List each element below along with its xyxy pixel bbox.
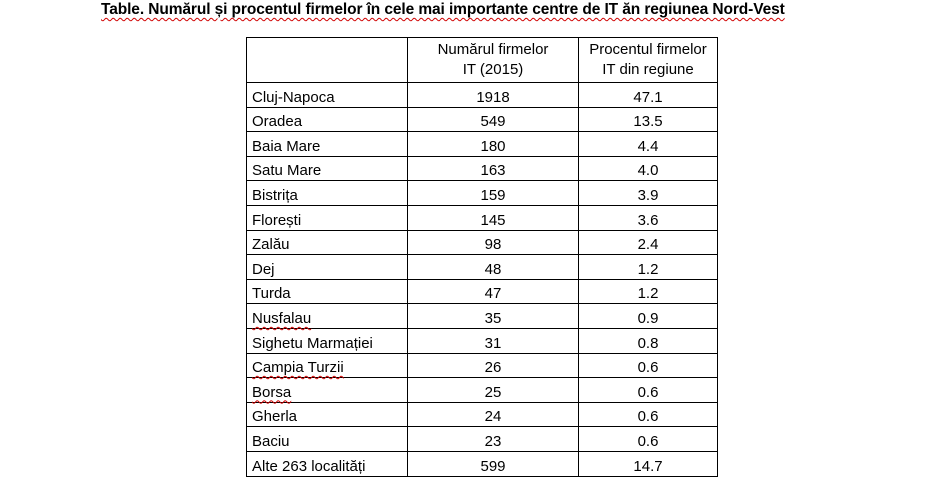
city-cell: Satu Mare [246,155,408,182]
table-row: Sighetu Marmației 31 0.8 [246,327,718,354]
firm-count-cell: 599 [407,450,579,477]
it-firms-table: Numărul firmelor IT (2015) Procentul fir… [246,37,718,477]
table-row: Campia Turzii 26 0.6 [246,352,718,379]
city-name: Oradea [252,113,303,131]
city-name: Cluj-Napoca [252,88,335,106]
firm-percent-cell: 4.4 [578,131,718,157]
city-cell: Alte 263 localități [246,450,408,477]
city-name: Turda [252,285,291,303]
city-cell: Sighetu Marmației [246,327,408,354]
city-cell: Zalău [246,229,408,256]
table-row: Turda 47 1.2 [246,278,718,305]
header-pct-line-1: Procentul firmelor [589,41,707,58]
firm-count-cell: 23 [407,426,579,452]
header-pct-cell: Procentul firmelor IT din regiune [578,37,718,83]
firm-count-cell: 48 [407,254,579,280]
firm-count-cell: 25 [407,377,579,403]
city-cell: Nusfalau [246,303,408,329]
city-cell: Baia Mare [246,131,408,157]
city-name: Campia Turzii [252,359,344,377]
firm-count-cell: 98 [407,229,579,256]
table-row: Satu Mare 163 4.0 [246,155,718,182]
firm-count-cell: 159 [407,180,579,206]
firm-percent-cell: 0.6 [578,401,718,428]
header-count-cell: Numărul firmelor IT (2015) [407,37,579,83]
firm-percent-cell: 0.9 [578,303,718,329]
firm-count-cell: 180 [407,131,579,157]
firm-count-cell: 35 [407,303,579,329]
city-cell: Baciu [246,426,408,452]
city-cell: Turda [246,278,408,305]
firm-count-cell: 47 [407,278,579,305]
firm-percent-cell: 0.8 [578,327,718,354]
city-cell: Borsa [246,377,408,403]
table-row: Oradea 549 13.5 [246,106,718,133]
city-name: Alte 263 localități [252,457,366,475]
table-row: Florești 145 3.6 [246,204,718,231]
table-row: Baia Mare 180 4.4 [246,131,718,157]
city-name: Sighetu Marmației [252,334,373,352]
city-name: Zalău [252,236,290,254]
city-name: Dej [252,260,275,278]
city-cell: Dej [246,254,408,280]
table-row: Alte 263 localități 599 14.7 [246,450,718,477]
firm-count-cell: 145 [407,204,579,231]
firm-count-cell: 26 [407,352,579,379]
firm-percent-cell: 0.6 [578,377,718,403]
table-title: Table. Numărul și procentul firmelor în … [101,1,785,18]
header-count-line-2: IT (2015) [462,61,524,78]
table-row: Bistrița 159 3.9 [246,180,718,206]
city-name: Satu Mare [252,162,322,180]
firm-percent-cell: 1.2 [578,278,718,305]
firm-percent-cell: 2.4 [578,229,718,256]
header-count-line-1: Numărul firmelor [437,41,549,58]
city-cell: Oradea [246,106,408,133]
city-cell: Campia Turzii [246,352,408,379]
table-row: Baciu 23 0.6 [246,426,718,452]
city-name: Borsa [252,383,292,401]
firm-count-cell: 549 [407,106,579,133]
city-cell: Cluj-Napoca [246,82,408,108]
city-cell: Florești [246,204,408,231]
table-row: Nusfalau 35 0.9 [246,303,718,329]
firm-percent-cell: 13.5 [578,106,718,133]
city-name: Baia Mare [252,137,321,155]
firm-percent-cell: 14.7 [578,450,718,477]
city-name: Florești [252,211,302,229]
table-row: Zalău 98 2.4 [246,229,718,256]
table-header-row: Numărul firmelor IT (2015) Procentul fir… [246,37,718,83]
city-name: Gherla [252,408,298,426]
city-cell: Gherla [246,401,408,428]
city-name: Baciu [252,432,290,450]
firm-count-cell: 31 [407,327,579,354]
header-city-cell [246,37,408,83]
firm-count-cell: 1918 [407,82,579,108]
table-row: Dej 48 1.2 [246,254,718,280]
firm-percent-cell: 1.2 [578,254,718,280]
city-name: Nusfalau [252,309,312,327]
firm-percent-cell: 4.0 [578,155,718,182]
city-cell: Bistrița [246,180,408,206]
table-row: Cluj-Napoca 1918 47.1 [246,82,718,108]
firm-percent-cell: 0.6 [578,426,718,452]
table-row: Borsa 25 0.6 [246,377,718,403]
header-pct-line-2: IT din regiune [602,61,694,78]
firm-percent-cell: 3.9 [578,180,718,206]
firm-percent-cell: 3.6 [578,204,718,231]
table-row: Gherla 24 0.6 [246,401,718,428]
city-name: Bistrița [252,186,298,204]
firm-count-cell: 163 [407,155,579,182]
firm-percent-cell: 0.6 [578,352,718,379]
firm-count-cell: 24 [407,401,579,428]
firm-percent-cell: 47.1 [578,82,718,108]
